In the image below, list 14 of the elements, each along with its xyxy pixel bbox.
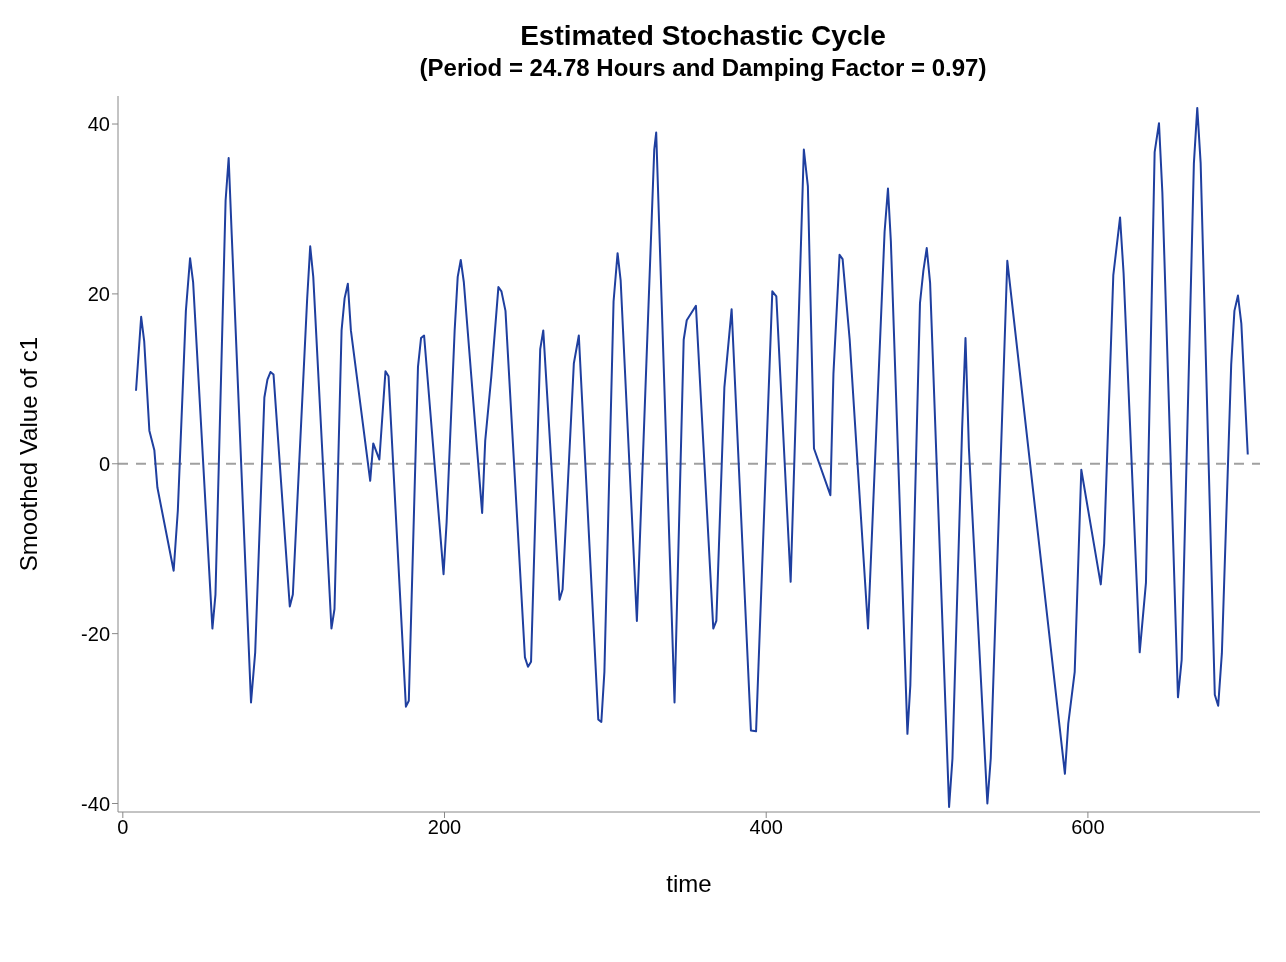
chart-subtitle: (Period = 24.78 Hours and Damping Factor = 0.97): [418, 54, 988, 82]
y-tick-label: 40: [87, 113, 110, 136]
x-tick-label: 400: [749, 816, 783, 839]
y-tick-label: -40: [81, 792, 110, 815]
line-series: [135, 106, 1249, 808]
x-tick-label: 0: [117, 816, 129, 839]
x-tick-label: 200: [427, 816, 462, 839]
x-axis-title: time: [666, 870, 712, 897]
y-axis-title: Smoothed Value of c1: [14, 336, 42, 572]
y-tick-label: 0: [98, 452, 110, 475]
chart-title: Estimated Stochastic Cycle: [519, 20, 887, 52]
y-tick-label: 20: [87, 283, 110, 305]
y-tick-label: -20: [81, 622, 110, 645]
x-tick-label: 600: [1071, 816, 1105, 839]
